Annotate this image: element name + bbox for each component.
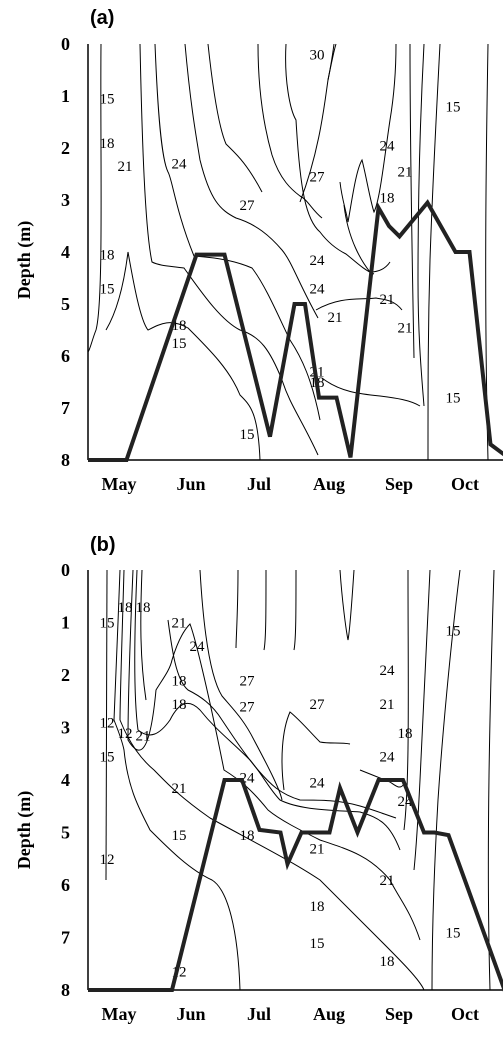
isotherm-label: 24 xyxy=(380,663,396,679)
isotherm-label: 15 xyxy=(240,427,255,443)
y-tick-label: 3 xyxy=(61,718,70,738)
isotherm-label: 12 xyxy=(118,726,133,742)
x-tick-label: May xyxy=(102,1004,137,1024)
isotherm-label: 24 xyxy=(380,749,396,765)
isotherm-label: 21 xyxy=(380,697,395,713)
isotherm-label: 15 xyxy=(100,92,115,108)
isotherm-label: 15 xyxy=(172,336,187,352)
isotherm-label: 15 xyxy=(100,749,115,765)
x-tick-labels-a: May Jun Jul Aug Sep Oct xyxy=(102,474,479,494)
isotherm-label: 24 xyxy=(310,776,326,792)
isotherm-label: 12 xyxy=(100,715,115,731)
y-axis-label-a: Depth (m) xyxy=(14,221,35,300)
y-tick-labels-b: 0 1 2 3 4 5 6 7 8 xyxy=(61,560,70,1000)
isotherm-label: 15 xyxy=(446,623,461,639)
chart-panel-a: (a) Depth (m) 0 1 2 3 4 5 6 7 8 May Jun Jul Aug Sep O… xyxy=(14,7,503,494)
isotherm-label: 27 xyxy=(310,170,326,186)
x-tick-labels-b: May Jun Jul Aug Sep Oct xyxy=(102,1004,479,1024)
y-tick-label: 7 xyxy=(61,398,70,418)
y-tick-label: 1 xyxy=(61,613,70,633)
y-tick-label: 6 xyxy=(61,875,70,895)
y-tick-label: 8 xyxy=(61,450,70,470)
y-tick-label: 5 xyxy=(61,294,70,314)
isotherm-label: 21 xyxy=(398,320,413,336)
y-axis-label-b: Depth (m) xyxy=(14,791,35,870)
isotherm-label: 15 xyxy=(446,99,461,115)
isotherm-label: 15 xyxy=(172,828,187,844)
y-tick-label: 2 xyxy=(61,138,70,158)
isotherm-label: 15 xyxy=(100,616,115,632)
isotherm-label: 21 xyxy=(172,781,187,797)
y-tick-labels-a: 0 1 2 3 4 5 6 7 8 xyxy=(61,34,70,470)
isotherm-label: 18 xyxy=(172,697,187,713)
isotherm-label: 18 xyxy=(310,899,325,915)
y-tick-label: 4 xyxy=(61,242,70,262)
isotherm-label: 30 xyxy=(310,47,325,63)
y-tick-label: 1 xyxy=(61,86,70,106)
y-tick-label: 4 xyxy=(61,770,70,790)
y-tick-label: 0 xyxy=(61,34,70,54)
isotherm-label: 24 xyxy=(172,157,188,173)
isotherm-label: 21 xyxy=(328,310,343,326)
panel-label-a: (a) xyxy=(90,7,114,29)
x-tick-label: Sep xyxy=(385,1004,413,1024)
x-tick-label: Jun xyxy=(176,1004,205,1024)
panel-label-b: (b) xyxy=(90,534,116,556)
isotherm-label: 12 xyxy=(100,852,115,868)
y-tick-label: 5 xyxy=(61,823,70,843)
isotherm-label: 21 xyxy=(118,159,133,175)
y-tick-label: 7 xyxy=(61,928,70,948)
isotherm-contours-b xyxy=(105,569,495,991)
isotherm-label: 27 xyxy=(310,697,326,713)
isotherm-label: 18 xyxy=(380,954,395,970)
x-tick-label: Jul xyxy=(247,474,271,494)
isotherm-label: 21 xyxy=(136,728,151,744)
x-tick-label: Aug xyxy=(313,1004,345,1024)
isotherm-label: 18 xyxy=(398,726,413,742)
thermocline-depth-line-a xyxy=(88,199,503,462)
isotherm-label: 18 xyxy=(100,136,115,152)
isotherm-label: 15 xyxy=(310,936,325,952)
isotherm-label: 18 xyxy=(380,190,395,206)
isotherm-label: 15 xyxy=(100,281,115,297)
isotherm-label: 21 xyxy=(380,292,395,308)
isotherm-label: 27 xyxy=(240,198,256,214)
x-tick-label: Sep xyxy=(385,474,413,494)
isotherm-label: 15 xyxy=(446,925,461,941)
isotherm-label: 24 xyxy=(190,639,206,655)
isotherm-label: 18 xyxy=(240,828,255,844)
x-tick-label: Jul xyxy=(247,1004,271,1024)
x-tick-label: Aug xyxy=(313,474,345,494)
x-tick-label: May xyxy=(102,474,137,494)
isotherm-label: 18 xyxy=(100,248,115,264)
thermocline-depth-line-b xyxy=(88,778,503,992)
y-tick-label: 0 xyxy=(61,560,70,580)
isotherm-label: 15 xyxy=(446,391,461,407)
isotherm-label: 21 xyxy=(172,616,187,632)
isotherm-label: 24 xyxy=(380,138,396,154)
x-tick-label: Oct xyxy=(451,1004,479,1024)
isotherm-label: 27 xyxy=(240,700,256,716)
isotherm-label: 18 xyxy=(136,600,151,616)
x-tick-label: Jun xyxy=(176,474,205,494)
y-tick-label: 2 xyxy=(61,665,70,685)
isotherm-label: 21 xyxy=(310,841,325,857)
isotherm-label: 27 xyxy=(240,673,256,689)
isotherm-label: 21 xyxy=(398,164,413,180)
isotherm-label: 18 xyxy=(118,600,133,616)
y-tick-label: 8 xyxy=(61,980,70,1000)
isotherm-label: 21 xyxy=(380,873,395,889)
isotherm-label: 24 xyxy=(310,253,326,269)
y-tick-label: 6 xyxy=(61,346,70,366)
x-tick-label: Oct xyxy=(451,474,479,494)
isotherm-label: 18 xyxy=(172,673,187,689)
isotherm-label: 24 xyxy=(310,281,326,297)
y-tick-label: 3 xyxy=(61,190,70,210)
